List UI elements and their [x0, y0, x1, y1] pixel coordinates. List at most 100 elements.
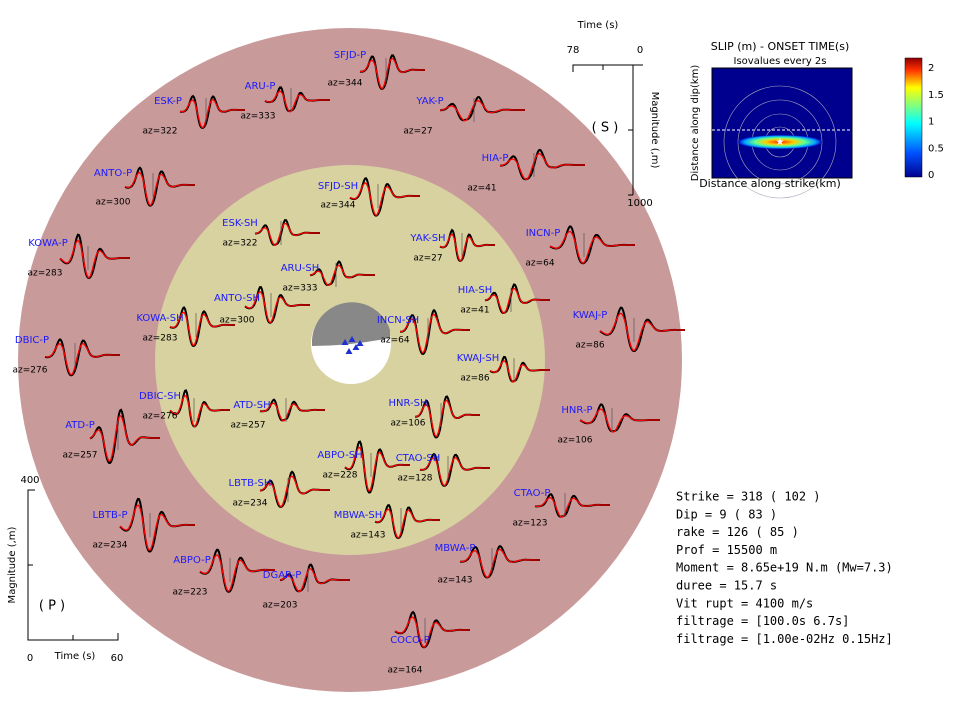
s-label: ( S )	[592, 121, 619, 136]
station-name: MBWA-SH	[334, 510, 383, 521]
station-azimuth: az=257	[231, 421, 266, 431]
station-azimuth: az=86	[575, 341, 605, 351]
synthetic-trace	[199, 554, 275, 592]
synthetic-trace	[439, 100, 525, 122]
station-azimuth: az=333	[283, 284, 318, 294]
station-azimuth: az=257	[63, 451, 98, 461]
station-name: LBTB-P	[92, 510, 127, 521]
station-azimuth: az=106	[558, 436, 593, 446]
station-name: ANTO-P	[94, 168, 132, 179]
s-bottom: 1000	[627, 198, 652, 209]
p-top: 400	[20, 475, 39, 486]
synthetic-trace	[419, 457, 490, 487]
synthetic-trace	[169, 311, 235, 346]
station-azimuth: az=322	[223, 239, 258, 249]
synthetic-trace	[344, 446, 410, 492]
station-name: ABPO-P	[173, 555, 211, 566]
synthetic-trace	[394, 616, 470, 648]
synthetic-trace	[264, 90, 330, 113]
station-name: HNR-P	[561, 405, 592, 416]
synthetic-trace	[179, 99, 245, 129]
station-azimuth: az=41	[467, 184, 496, 194]
s-time-title: Time (s)	[577, 20, 619, 31]
station-azimuth: az=234	[233, 499, 268, 509]
colorbar-label: 0	[928, 170, 934, 181]
station-name: ARU-P	[245, 81, 276, 92]
station-name: DGAR-P	[263, 570, 301, 581]
s-time-left: 78	[567, 45, 580, 56]
station-name: ESK-SH	[222, 218, 258, 229]
station-name: KWAJ-P	[573, 310, 608, 321]
colorbar-label: 0.5	[928, 143, 944, 154]
synthetic-trace	[579, 408, 660, 433]
station-labels: SFJD-P az=344 ARU-P az=333 ESK-P az=322 YAK-P a…	[13, 50, 608, 676]
station-name: LBTB-SH	[229, 478, 272, 489]
station-name: DBIC-SH	[139, 391, 181, 402]
station-name: SFJD-SH	[318, 181, 358, 192]
station-name: HIA-P	[482, 153, 509, 164]
slip-ylabel: Distance along dip(km)	[690, 65, 701, 182]
station-azimuth: az=333	[241, 112, 276, 122]
station-azimuth: az=164	[388, 666, 423, 676]
station-name: ARU-SH	[281, 263, 320, 274]
station-symbol	[348, 336, 356, 342]
station-azimuth: az=128	[398, 474, 433, 484]
p-x-right: 60	[111, 653, 124, 664]
p-label: ( P )	[39, 599, 65, 614]
colorbar-label: 1.5	[928, 90, 944, 101]
p-axis-title: Magnitude (,m)	[7, 526, 18, 603]
parameter-line: rake = 126 ( 85 )	[676, 525, 799, 539]
station-name: MBWA-P	[435, 543, 476, 554]
station-azimuth: az=64	[525, 259, 555, 269]
slip-inset: SLIP (m) - ONSET TIME(s) Isovalues every…	[690, 40, 944, 199]
parameter-line: Prof = 15500 m	[676, 543, 777, 557]
station-azimuth: az=143	[438, 576, 473, 586]
synthetic-trace	[59, 239, 130, 279]
p-x-left: 0	[27, 653, 33, 664]
synthetic-trace	[359, 57, 425, 90]
synthetic-trace	[599, 312, 685, 352]
synthetic-trace	[124, 171, 195, 206]
station-azimuth: az=322	[143, 127, 178, 137]
parameter-line: Strike = 318 ( 102 )	[676, 490, 821, 504]
station-name: HIA-SH	[458, 285, 493, 296]
slip-plot	[711, 67, 853, 179]
station-name: ANTO-SH	[214, 293, 260, 304]
focal-quadrant	[312, 302, 390, 346]
synthetic-trace	[414, 399, 480, 438]
station-name: KOWA-SH	[136, 313, 183, 324]
parameters: Strike = 318 ( 102 ) Dip = 9 ( 83 ) rake =…	[676, 490, 893, 646]
synthetic-trace	[399, 313, 470, 354]
colorbar-label: 1	[928, 117, 934, 128]
synthetic-trace	[279, 568, 350, 593]
station-name: HNR-SH	[388, 398, 427, 409]
station-azimuth: az=228	[323, 471, 358, 481]
station-azimuth: az=344	[328, 79, 363, 89]
colorbar-label: 2	[928, 63, 934, 74]
station-symbol	[356, 340, 364, 346]
synthetic-trace	[89, 415, 160, 462]
slip-xlabel: Distance along strike(km)	[699, 177, 841, 190]
station-name: INCN-P	[526, 228, 561, 239]
p-scale: 400 Magnitude (,m) ( P ) 0 Time (s) 60	[7, 475, 123, 664]
station-azimuth: az=106	[391, 419, 426, 429]
parameter-line: Moment = 8.65e+19 N.m (Mw=7.3)	[676, 561, 893, 575]
synthetic-trace	[499, 153, 585, 181]
station-name: CTAO-SH	[396, 453, 441, 464]
station-name: ABPO-SH	[317, 450, 362, 461]
synthetic-trace	[244, 291, 310, 324]
station-azimuth: az=276	[143, 412, 178, 422]
station-name: KWAJ-SH	[457, 353, 499, 364]
station-name: ESK-P	[154, 96, 182, 107]
station-azimuth: az=64	[380, 336, 410, 346]
synthetic-trace	[439, 233, 495, 262]
parameter-line: Vit rupt = 4100 m/s	[676, 596, 813, 610]
parameter-line: duree = 15.7 s	[676, 579, 777, 593]
station-name: SFJD-P	[334, 50, 366, 61]
parameter-line: filtrage = [1.00e-02Hz 0.15Hz]	[676, 632, 893, 646]
station-name: INCN-SH	[377, 315, 419, 326]
station-name: YAK-SH	[409, 233, 445, 244]
synthetic-trace	[259, 402, 325, 422]
s-axes	[572, 64, 643, 196]
station-azimuth: az=41	[460, 306, 489, 316]
